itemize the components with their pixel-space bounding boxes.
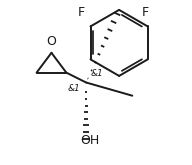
Text: OH: OH: [80, 134, 100, 147]
Text: F: F: [78, 6, 85, 19]
Text: F: F: [142, 6, 149, 19]
Text: &1: &1: [68, 84, 81, 93]
Text: O: O: [46, 35, 56, 48]
Text: &1: &1: [90, 69, 103, 78]
